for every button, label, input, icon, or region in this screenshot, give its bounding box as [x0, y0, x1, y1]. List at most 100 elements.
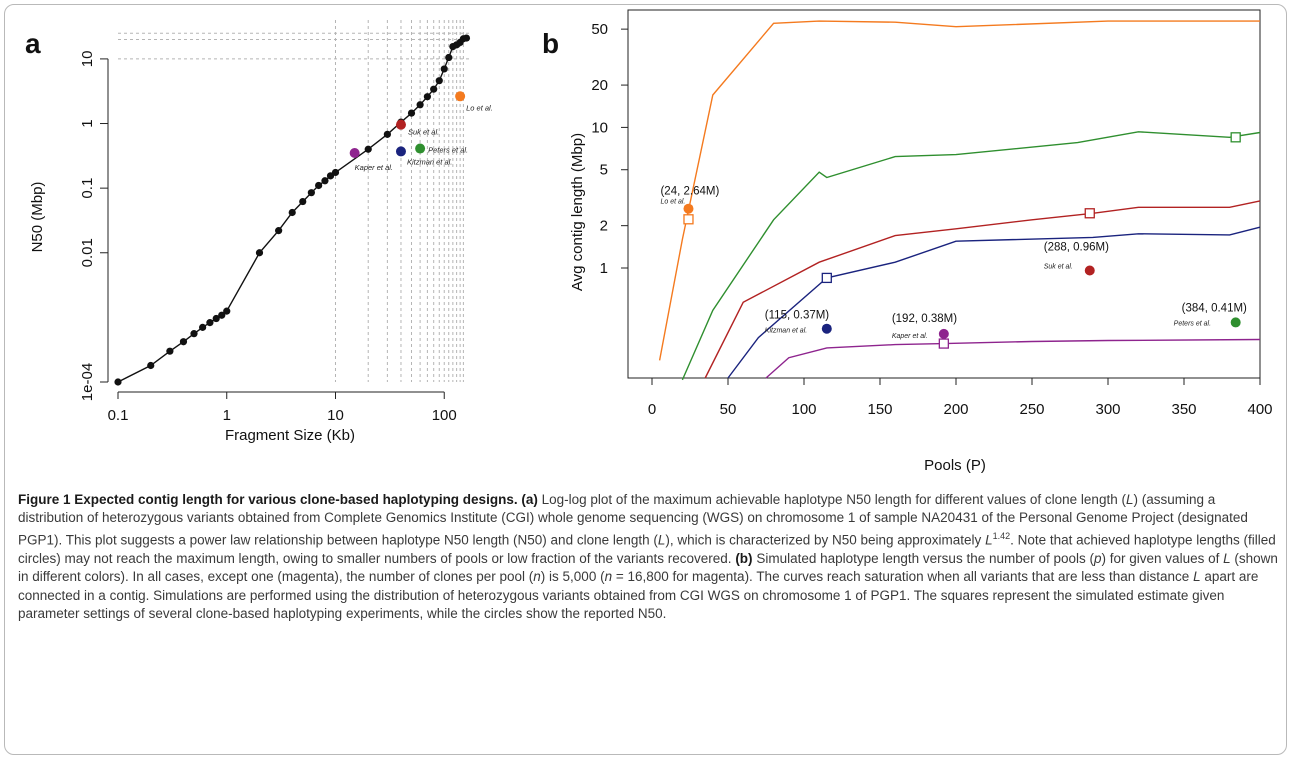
panel-a-grid [118, 20, 472, 382]
curve-point [223, 307, 231, 315]
x-tick-label: 10 [327, 407, 344, 424]
figure-frame [4, 4, 1287, 755]
panel-b-letter: b [542, 28, 559, 59]
caption-b-text-3: (shown in different colors). In all case… [18, 551, 1278, 585]
panel-b-xlabel: Pools (P) [924, 457, 986, 474]
caption-b-text-5: = 16,800 for magenta). The curves reach … [612, 569, 1194, 585]
caption-title: Figure 1 Expected contig length for vari… [18, 492, 518, 507]
panel-b-lines [658, 20, 1261, 381]
x-tick-label: 400 [1247, 401, 1272, 418]
point-name-label: Lo et al. [660, 199, 685, 206]
caption-a-tag: (a) [521, 492, 538, 507]
n50-curve-line [117, 37, 467, 383]
curve-point [147, 361, 155, 370]
caption-b-tag: (b) [735, 551, 753, 567]
simulated-square [1084, 208, 1095, 219]
panel-a-axes: 1e-04 0.01 0.1 1 10 0.1 1 10 100 [79, 51, 457, 424]
simulated-square [683, 214, 694, 225]
x-tick-label: 100 [432, 407, 457, 424]
caption-l-symbol: L [985, 532, 993, 548]
y-tick-label: 2 [600, 218, 608, 235]
panel-a-xlabel: Fragment Size (Kb) [225, 427, 355, 444]
panel-a-letter: a [25, 28, 41, 59]
caption-l-symbol: L [1223, 551, 1231, 567]
point-label: Kitzman et al. [407, 157, 452, 166]
simulated-square [1230, 132, 1241, 143]
x-tick-label: 250 [1019, 401, 1044, 418]
curve-point [179, 338, 188, 346]
panel-b: b 0 50 100 150 200 250 300 350 400 1 2 5 10 20 50 (24,… [542, 9, 1273, 474]
curve-point [275, 227, 283, 235]
curve-point [321, 177, 329, 185]
x-tick-label: 100 [791, 401, 816, 418]
curve-point [315, 181, 323, 190]
curve-point [440, 65, 448, 73]
curve-point [166, 347, 174, 355]
point-name-label: Peters et al. [1174, 320, 1211, 327]
reported-point [1230, 317, 1241, 328]
y-tick-label: 0.1 [79, 178, 96, 199]
reported-point [395, 119, 406, 130]
y-tick-label: 1 [600, 260, 608, 277]
series-line-purple [765, 338, 1261, 379]
caption-n-symbol: n [604, 569, 613, 585]
curve-point [190, 330, 198, 338]
panel-a-curve [114, 34, 471, 386]
series-line-navy [727, 226, 1261, 379]
curve-point [299, 197, 307, 206]
plot-box [627, 9, 1261, 379]
curve-point [331, 168, 340, 177]
curve-point [430, 85, 438, 93]
point-coord-label: (192, 0.38M) [892, 313, 957, 325]
reported-point [821, 323, 832, 334]
caption-a-text-2: ) (assuming a distribution of heterozygo… [18, 492, 1248, 548]
caption-a-text-4: . Note that achieved haplotype lengths (… [18, 532, 1276, 567]
panel-b-ylabel: Avg contig length (Mbp) [569, 133, 586, 291]
reported-point [938, 328, 949, 339]
panel-b-axes: 0 50 100 150 200 250 300 350 400 1 2 5 10 20 50 [591, 9, 1273, 418]
curve-point [462, 34, 471, 42]
curve-point [307, 189, 315, 197]
y-tick-label: 20 [591, 77, 608, 94]
x-tick-label: 200 [943, 401, 968, 418]
simulated-square [938, 338, 949, 349]
point-coord-label: (24, 2.64M) [660, 186, 719, 198]
x-tick-label: 350 [1171, 401, 1196, 418]
caption-b-text-6: apart are connected in a contig. Simulat… [18, 569, 1259, 621]
reported-point [349, 147, 360, 158]
caption-l-symbol: L [1193, 569, 1201, 585]
panel-a-ylabel: N50 (Mbp) [29, 182, 46, 253]
curve-point [255, 249, 264, 257]
series-line-green [681, 131, 1261, 381]
y-tick-label: 0.01 [79, 238, 96, 267]
caption-a-text-3: ), which is characterized by N50 being a… [665, 532, 986, 548]
curve-point [218, 311, 226, 319]
curve-point [435, 77, 443, 85]
curve-point [407, 109, 416, 117]
x-tick-label: 0 [648, 401, 656, 418]
curve-point [364, 145, 372, 153]
curve-point [383, 130, 391, 138]
curve-point [199, 323, 207, 331]
curve-point [416, 101, 424, 109]
caption-a-text-1: Log-log plot of the maximum achievable h… [537, 492, 1126, 507]
x-tick-label: 0.1 [108, 407, 129, 424]
caption-l-symbol: L [1125, 492, 1134, 507]
y-tick-label: 10 [591, 119, 608, 136]
reported-point [455, 91, 466, 102]
y-tick-label: 10 [79, 51, 96, 68]
simulated-square [821, 272, 832, 284]
figure-caption: Figure 1 Expected contig length for vari… [18, 491, 1280, 623]
y-tick-label: 1e-04 [79, 363, 96, 401]
curve-point [206, 319, 214, 327]
caption-l-symbol: L [657, 532, 666, 548]
point-coord-label: (288, 0.96M) [1044, 241, 1109, 253]
reported-point [395, 146, 406, 157]
y-tick-label: 1 [79, 119, 96, 127]
curve-point [423, 93, 431, 101]
caption-b-text-1: Simulated haplotype length versus the nu… [752, 551, 1095, 567]
panel-b-marks: (24, 2.64M)Lo et al. (288, 0.96M) Suk et a… [660, 132, 1247, 349]
curve-point [114, 378, 122, 386]
point-label: Lo et al. [466, 103, 493, 112]
